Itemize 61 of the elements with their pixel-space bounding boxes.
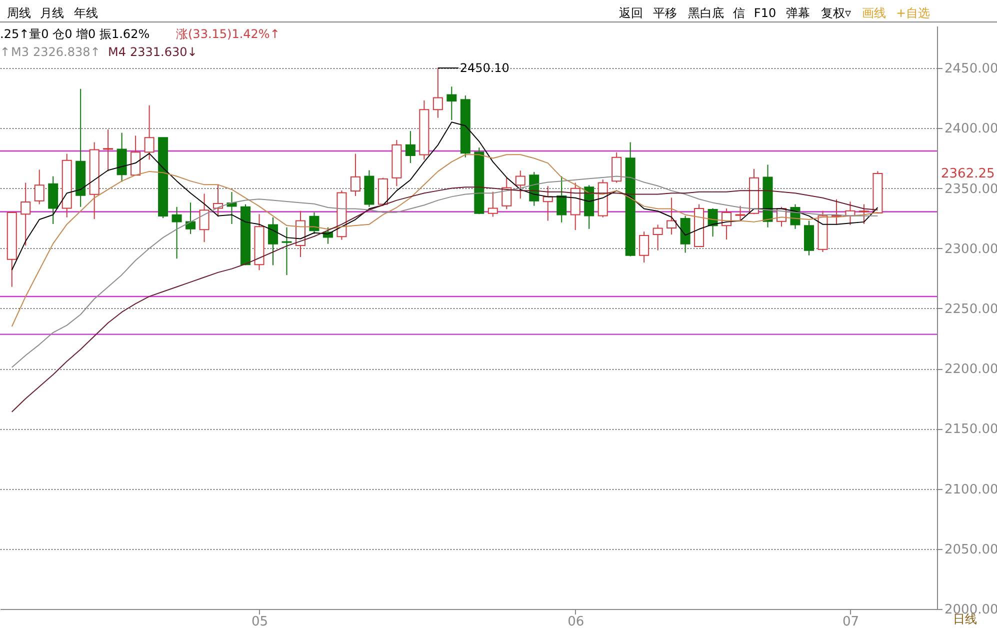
y-tick-label: 2250.00 (944, 302, 997, 317)
annotation: 2450.10 (460, 60, 510, 75)
line-series (11, 154, 878, 328)
candlestick (612, 152, 622, 184)
candlestick (735, 205, 746, 221)
y-tick-label: 2050.00 (944, 542, 997, 558)
text: 复权▿ (820, 6, 852, 20)
line-series (11, 122, 878, 271)
y-tick-label: 2400.00 (944, 122, 997, 137)
y-tick-label: 2300.00 (944, 242, 997, 257)
line-series (11, 176, 878, 368)
text: 月线 (40, 6, 64, 20)
candlestick (666, 197, 677, 236)
y-tick-label: 2100.00 (944, 482, 997, 498)
candlestick (652, 224, 663, 251)
text: M3 (11, 45, 29, 59)
y-tick-label: 2200.00 (944, 362, 997, 378)
candlestick (130, 135, 141, 176)
x-tick-label: 06 (568, 614, 584, 630)
text: M4 (108, 45, 126, 59)
candlestick (858, 204, 869, 224)
line-series (11, 186, 878, 412)
candlestick (103, 128, 114, 172)
y-tick-label: 2350.00 (944, 182, 997, 197)
candlestick (186, 202, 196, 234)
candlestick (282, 226, 292, 276)
candlestick (172, 206, 182, 260)
text: 2362.25 (941, 166, 995, 182)
annotation: .25↑量0 仓0 增0 振1.62% (0, 27, 150, 41)
candlestick (34, 169, 44, 205)
candlestick (639, 231, 650, 264)
text: +自选 (896, 6, 930, 20)
candlestick (144, 104, 154, 160)
text: 弹幕 (786, 6, 810, 20)
annotation: 2326.838↑ (33, 45, 100, 59)
text: 黑白底 (688, 6, 724, 20)
text: 信 (733, 6, 745, 20)
x-tick-label: 05 (251, 614, 268, 630)
candlestick (405, 130, 416, 164)
candlestick (268, 216, 278, 266)
annotation: 2331.630↓ (130, 45, 198, 59)
annotation: ↑ (0, 45, 10, 59)
y-tick-label: 2150.00 (944, 422, 997, 438)
candlestick (20, 182, 31, 246)
text: 返回 (619, 6, 643, 20)
candlestick (432, 67, 443, 118)
candlestick (515, 170, 526, 200)
candlestick (199, 193, 210, 243)
text: F10 (754, 6, 776, 20)
candlestick (350, 153, 360, 196)
candlestick (446, 86, 457, 121)
text: 年线 (74, 6, 98, 20)
y-tick-label: 2450.00 (944, 62, 997, 77)
text: 周线 (7, 6, 31, 20)
text: 画线 (862, 6, 886, 20)
text: 平移 (653, 6, 677, 20)
annotation: 涨(33.15)1.42%↑ (176, 27, 280, 41)
candlestick (488, 191, 498, 218)
candlestick (309, 212, 320, 234)
candlestick (556, 176, 567, 223)
x-tick-label: 07 (842, 614, 859, 630)
